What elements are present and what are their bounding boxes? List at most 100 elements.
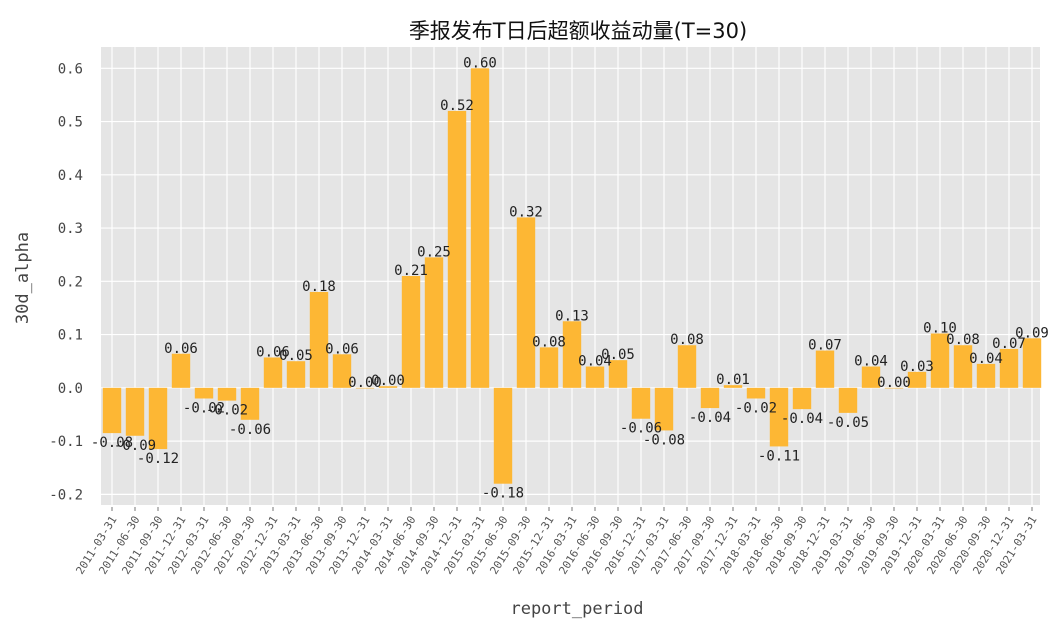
data-label: 0.09 <box>1015 325 1049 341</box>
bar <box>240 387 260 420</box>
data-label: 0.08 <box>670 332 704 348</box>
bar <box>401 276 421 388</box>
data-label: -0.18 <box>482 486 524 502</box>
bar <box>355 387 375 389</box>
data-label: -0.05 <box>827 415 869 431</box>
bar <box>861 366 881 388</box>
bar <box>125 387 145 436</box>
y-tick-label: 0.5 <box>58 115 83 131</box>
bar <box>309 291 329 388</box>
data-label: 0.08 <box>532 334 566 350</box>
data-label: 0.04 <box>969 351 1003 367</box>
data-label: 0.01 <box>716 372 750 388</box>
data-label: -0.06 <box>229 422 271 438</box>
chart-title: 季报发布T日后超额收益动量(T=30) <box>409 19 747 43</box>
data-label: 0.08 <box>946 332 980 348</box>
bar <box>378 386 398 388</box>
bar <box>493 387 513 484</box>
bar <box>907 371 927 388</box>
bar <box>217 387 237 401</box>
bar <box>585 366 605 388</box>
y-tick-label: -0.1 <box>49 434 83 450</box>
bar <box>194 387 214 399</box>
data-label: 0.06 <box>325 341 359 357</box>
data-label: 0.13 <box>555 308 589 324</box>
data-label: 0.07 <box>992 336 1026 352</box>
data-label: 0.00 <box>348 375 382 391</box>
data-label: 0.00 <box>371 373 405 389</box>
data-label: -0.02 <box>735 400 777 416</box>
bar <box>723 385 743 388</box>
data-label: -0.08 <box>91 435 133 451</box>
data-label: 0.18 <box>302 279 336 295</box>
data-label: 0.25 <box>417 244 451 260</box>
data-labels: -0.08-0.09-0.120.06-0.02-0.02-0.060.060.… <box>91 55 1049 501</box>
y-tick-label: 0.2 <box>58 274 83 290</box>
bar <box>539 347 559 388</box>
y-tick-label: -0.2 <box>49 487 83 503</box>
bar <box>1022 338 1042 388</box>
data-label: 0.07 <box>808 338 842 354</box>
bar <box>654 387 674 431</box>
bar <box>700 387 720 409</box>
bar <box>976 363 996 388</box>
y-tick-label: 0.6 <box>58 61 83 77</box>
plot-area <box>101 47 1040 505</box>
bar <box>953 345 973 388</box>
bar <box>769 387 789 447</box>
bar <box>631 387 651 419</box>
y-axis-label: 30d_alpha <box>13 232 33 324</box>
y-axis-ticks: -0.2 -0.1 0.0 0.1 0.2 0.3 0.4 0.5 0.6 <box>49 61 83 503</box>
data-label: 0.60 <box>463 55 497 71</box>
data-label: 0.21 <box>394 263 428 279</box>
bar <box>424 257 444 388</box>
x-axis-label: report_period <box>510 599 643 619</box>
bar <box>102 387 122 434</box>
y-tick-label: 0.3 <box>58 221 83 237</box>
bar <box>608 360 628 388</box>
x-axis-ticks: 2011-03-312011-06-302011-09-302011-12-31… <box>73 507 1040 577</box>
bar <box>815 350 835 388</box>
data-label: 0.00 <box>877 375 911 391</box>
y-tick-label: 0.4 <box>58 168 83 184</box>
bar <box>470 68 490 388</box>
data-label: 0.05 <box>279 348 313 364</box>
bar <box>838 387 858 413</box>
bar <box>930 333 950 388</box>
bar <box>516 217 536 388</box>
data-label: 0.04 <box>854 354 888 370</box>
bar <box>148 387 168 450</box>
data-label: 0.03 <box>900 359 934 375</box>
data-label: -0.02 <box>206 403 248 419</box>
y-tick-label: 0.1 <box>58 328 83 344</box>
data-label: -0.04 <box>689 410 731 426</box>
data-label: 0.06 <box>256 344 290 360</box>
data-label: 0.05 <box>601 347 635 363</box>
bar <box>792 387 812 410</box>
data-label: 0.32 <box>509 204 543 220</box>
data-label: -0.12 <box>137 451 179 467</box>
data-label: -0.08 <box>643 432 685 448</box>
bar <box>677 345 697 388</box>
bar <box>447 110 467 388</box>
y-tick-label: 0.0 <box>58 381 83 397</box>
data-label: -0.04 <box>781 411 823 427</box>
bar <box>999 348 1019 388</box>
bar <box>263 357 283 388</box>
bars <box>102 68 1042 484</box>
bar <box>884 387 904 389</box>
bar <box>332 354 352 388</box>
bar <box>746 387 766 399</box>
data-label: -0.06 <box>620 421 662 437</box>
data-label: 0.10 <box>923 321 957 337</box>
bar <box>562 321 582 388</box>
data-label: 0.06 <box>164 341 198 357</box>
data-label: -0.11 <box>758 448 800 464</box>
data-label: 0.04 <box>578 354 612 370</box>
data-label: -0.09 <box>114 438 156 454</box>
bar <box>171 353 191 388</box>
data-label: -0.02 <box>183 400 225 416</box>
data-label: 0.52 <box>440 98 474 114</box>
bar <box>286 361 306 388</box>
